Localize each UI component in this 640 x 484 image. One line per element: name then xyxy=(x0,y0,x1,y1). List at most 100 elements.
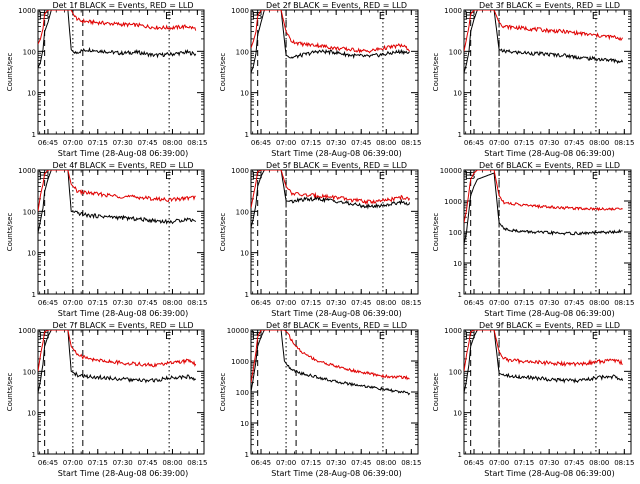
y-axis-label: Counts/sec xyxy=(6,213,14,252)
x-axis-label: Start Time (28-Aug-08 06:39:00) xyxy=(58,309,189,318)
x-tick-label: 08:15 xyxy=(187,459,207,467)
chart-title: Det 3f BLACK = Events, RED = LLD xyxy=(479,1,620,10)
interval-annotation: E xyxy=(39,11,45,22)
chart-panel-4: Det 4f BLACK = Events, RED = LLD Start Ti… xyxy=(6,161,207,318)
y-tick-label: 100 xyxy=(449,368,462,376)
x-tick-label: 06:45 xyxy=(251,139,271,147)
x-tick-label: 07:45 xyxy=(137,459,157,467)
interval-annotation: E xyxy=(252,331,258,342)
y-tick-label: 1 xyxy=(458,131,462,139)
plot-frame xyxy=(37,329,205,455)
x-tick-label: 07:00 xyxy=(63,139,83,147)
x-tick-label: 07:00 xyxy=(63,299,83,307)
y-tick-label: 10 xyxy=(27,90,36,98)
y-axis-label: Counts/sec xyxy=(6,373,14,412)
x-tick-label: 07:30 xyxy=(113,299,133,307)
lld-series-line xyxy=(38,10,197,45)
y-axis-label: Counts/sec xyxy=(432,213,440,252)
chart-panel-2: Det 2f BLACK = Events, RED = LLD Start Ti… xyxy=(219,1,421,158)
x-tick-label: 08:15 xyxy=(401,139,421,147)
x-tick-label: 06:45 xyxy=(38,139,58,147)
y-tick-label: 10 xyxy=(240,420,249,428)
interval-annotation: S xyxy=(43,11,49,22)
x-axis-label: Start Time (28-Aug-08 06:39:00) xyxy=(484,149,615,158)
y-axis-label: Counts/sec xyxy=(432,373,440,412)
chart-title: Det 6f BLACK = Events, RED = LLD xyxy=(479,161,620,170)
interval-annotation: E xyxy=(379,171,385,182)
x-tick-label: 08:15 xyxy=(187,139,207,147)
chart-title: Det 2f BLACK = Events, RED = LLD xyxy=(266,1,407,10)
y-tick-label: 1000 xyxy=(444,198,462,206)
x-tick-label: 08:00 xyxy=(162,139,182,147)
x-axis-label: Start Time (28-Aug-08 06:39:00) xyxy=(271,469,402,478)
y-tick-label: 1 xyxy=(458,451,462,459)
interval-annotation: E xyxy=(465,331,471,342)
interval-annotation: E xyxy=(252,171,258,182)
y-tick-label: 100 xyxy=(449,229,462,237)
x-axis-label: Start Time (28-Aug-08 06:39:00) xyxy=(271,149,402,158)
x-tick-label: 08:00 xyxy=(589,139,609,147)
x-tick-label: 07:30 xyxy=(539,459,559,467)
x-tick-label: 08:15 xyxy=(614,299,634,307)
y-tick-label: 1 xyxy=(458,291,462,299)
x-tick-label: 07:00 xyxy=(489,139,509,147)
x-tick-label: 08:00 xyxy=(589,459,609,467)
events-series-line xyxy=(464,172,623,245)
interval-annotation: S xyxy=(469,331,475,342)
x-axis-label: Start Time (28-Aug-08 06:39:00) xyxy=(58,149,189,158)
events-series-line xyxy=(38,10,197,68)
x-tick-label: 07:45 xyxy=(351,139,371,147)
x-tick-label: 07:30 xyxy=(539,139,559,147)
y-tick-label: 100 xyxy=(23,48,36,56)
chart-panel-1: Det 1f BLACK = Events, RED = LLD Start Ti… xyxy=(6,1,207,158)
x-tick-label: 08:00 xyxy=(376,299,396,307)
x-tick-label: 07:15 xyxy=(88,139,108,147)
chart-title: Det 7f BLACK = Events, RED = LLD xyxy=(52,321,193,330)
x-tick-label: 08:00 xyxy=(162,299,182,307)
events-series-line xyxy=(38,330,197,393)
y-tick-label: 1000 xyxy=(18,327,36,335)
x-tick-label: 07:15 xyxy=(514,459,534,467)
lld-series-line xyxy=(38,330,197,372)
x-tick-label: 07:30 xyxy=(326,299,346,307)
x-tick-label: 07:00 xyxy=(276,459,296,467)
x-tick-label: 07:15 xyxy=(514,139,534,147)
plot-frame xyxy=(37,169,205,295)
interval-annotation: S xyxy=(256,171,262,182)
events-series-line xyxy=(251,170,411,228)
chart-title: Det 8f BLACK = Events, RED = LLD xyxy=(266,321,407,330)
y-tick-label: 1 xyxy=(245,451,249,459)
y-tick-label: 1000 xyxy=(231,7,249,15)
x-tick-label: 06:45 xyxy=(464,139,484,147)
chart-title: Det 9f BLACK = Events, RED = LLD xyxy=(479,321,620,330)
plot-frame xyxy=(250,329,419,455)
x-tick-label: 08:15 xyxy=(614,139,634,147)
chart-panel-3: Det 3f BLACK = Events, RED = LLD Start Ti… xyxy=(432,1,634,158)
y-tick-label: 100 xyxy=(236,389,249,397)
interval-annotation: S xyxy=(256,11,262,22)
y-axis-label: Counts/sec xyxy=(219,373,227,412)
lld-series-line xyxy=(38,170,196,212)
x-axis-label: Start Time (28-Aug-08 06:39:00) xyxy=(484,309,615,318)
x-tick-label: 07:30 xyxy=(113,139,133,147)
x-tick-label: 07:45 xyxy=(564,459,584,467)
x-axis-label: Start Time (28-Aug-08 06:39:00) xyxy=(58,469,189,478)
y-axis-label: Counts/sec xyxy=(219,53,227,92)
y-axis-label: Counts/sec xyxy=(219,213,227,252)
interval-annotation: E xyxy=(465,11,471,22)
interval-annotation: E xyxy=(379,11,385,22)
x-tick-label: 07:15 xyxy=(88,299,108,307)
y-tick-label: 1000 xyxy=(444,327,462,335)
y-axis-label: Counts/sec xyxy=(6,53,14,92)
interval-annotation: S xyxy=(43,171,49,182)
plot-frame xyxy=(463,329,632,455)
interval-annotation: E xyxy=(465,171,471,182)
events-series-line xyxy=(251,10,410,74)
chart-title: Det 1f BLACK = Events, RED = LLD xyxy=(52,1,193,10)
chart-title: Det 5f BLACK = Events, RED = LLD xyxy=(266,161,407,170)
y-tick-label: 100 xyxy=(236,208,249,216)
lld-series-line xyxy=(251,330,410,383)
interval-annotation: E xyxy=(39,171,45,182)
lld-series-line xyxy=(464,10,624,52)
